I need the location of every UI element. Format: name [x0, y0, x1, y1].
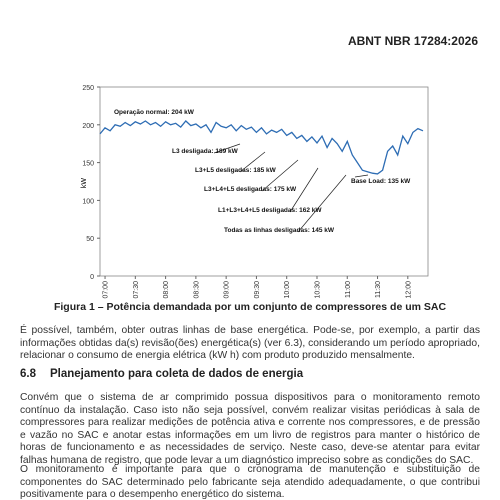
standard-header: ABNT NBR 17284:2026 — [347, 34, 478, 48]
y-tick-label: 150 — [82, 161, 94, 168]
plot-frame — [99, 86, 429, 277]
section-number: 6.8 — [20, 368, 36, 380]
x-tick-label: 08:30 — [193, 281, 200, 299]
annotation-arrow — [354, 174, 369, 178]
annotation-arrow — [213, 143, 241, 154]
y-axis-label: kW — [81, 178, 88, 189]
x-tick-label: 09:30 — [254, 281, 261, 299]
paragraph: Convém que o sistema de ar comprimido po… — [20, 392, 480, 466]
x-tick-label: 11:00 — [345, 281, 352, 298]
annotation-arrow — [261, 159, 299, 192]
annotation: L3+L5 desligadas: 185 kW — [195, 167, 277, 174]
y-tick-label: 200 — [82, 123, 94, 130]
chart: 0 50 100 150 200 250 07:00 07:30 08:00 08:30 09:00… — [81, 85, 429, 299]
annotation: Todas as linhas desligadas: 145 kW — [224, 227, 335, 234]
paragraph: É possível, também, obter outras linhas … — [20, 325, 480, 362]
figure-caption: Figura 1 – Potência demandada por um con… — [53, 301, 447, 313]
x-tick-label: 10:00 — [284, 281, 291, 299]
x-tick-label: 10:30 — [314, 281, 321, 299]
annotation-arrow — [297, 174, 347, 233]
x-tick-label: 09:00 — [224, 281, 231, 299]
data-line — [99, 120, 424, 175]
x-tick-label: 08:00 — [163, 281, 170, 299]
annotation: L3 desligada: 189 kW — [172, 148, 239, 155]
annotation: L1+L3+L4+L5 desligadas: 162 kW — [218, 207, 322, 214]
y-tick-label: 0 — [90, 274, 94, 281]
annotation: Base Load: 135 kW — [351, 178, 411, 185]
annotation: L3+L4+L5 desligadas: 175 kW — [204, 186, 297, 193]
y-tick-label: 100 — [82, 198, 94, 205]
annotation: Operação normal: 204 kW — [114, 109, 195, 116]
x-tick-label: 07:00 — [103, 281, 110, 299]
y-tick-label: 50 — [86, 236, 94, 243]
y-tick-label: 250 — [82, 85, 94, 92]
annotation-arrow — [239, 151, 266, 173]
section-title: Planejamento para coleta de dados de ene… — [50, 368, 304, 380]
paragraph: O monitoramento é importante para que o … — [20, 464, 480, 500]
x-tick-label: 11:30 — [375, 281, 382, 298]
annotation-arrow — [289, 167, 319, 213]
x-tick-label: 07:30 — [133, 281, 140, 299]
x-tick-label: 12:00 — [405, 281, 412, 299]
section-heading: 6.8 Planejamento para coleta de dados de … — [20, 368, 317, 380]
